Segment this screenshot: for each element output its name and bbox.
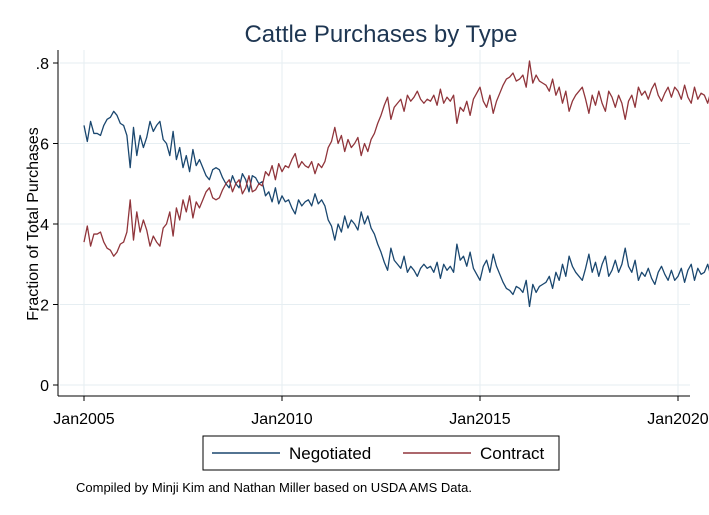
legend-label-negotiated: Negotiated [289,444,371,463]
y-tick-label-1: .2 [36,298,49,315]
y-tick-label-2: .4 [36,217,49,234]
legend-item-contract: Contract [403,444,545,463]
y-tick-label-0: 0 [40,378,49,395]
series-line-negotiated [83,110,709,308]
y-axis-label: Fraction of Total Purchases [25,127,42,321]
gridlines [60,50,690,396]
x-tick-label-1: Jan2010 [251,411,312,428]
series-layer [83,60,709,308]
legend-item-negotiated: Negotiated [212,444,371,463]
x-tick-label-0: Jan2005 [53,411,114,428]
y-tick-label-3: .6 [36,137,49,154]
series-line-contract [83,60,709,257]
chart-title: Cattle Purchases by Type [244,21,517,48]
x-tick-label-2: Jan2015 [449,411,510,428]
legend-label-contract: Contract [480,444,545,463]
x-axis: Jan2005 Jan2010 Jan2015 Jan2020 [53,395,709,428]
y-tick-label-4: .8 [36,56,49,73]
source-note: Compiled by Minji Kim and Nathan Miller … [76,480,472,495]
legend: Negotiated Contract [202,435,560,471]
x-tick-label-3: Jan2020 [647,411,708,428]
y-axis: 0 .2 .4 .6 .8 [36,50,59,396]
